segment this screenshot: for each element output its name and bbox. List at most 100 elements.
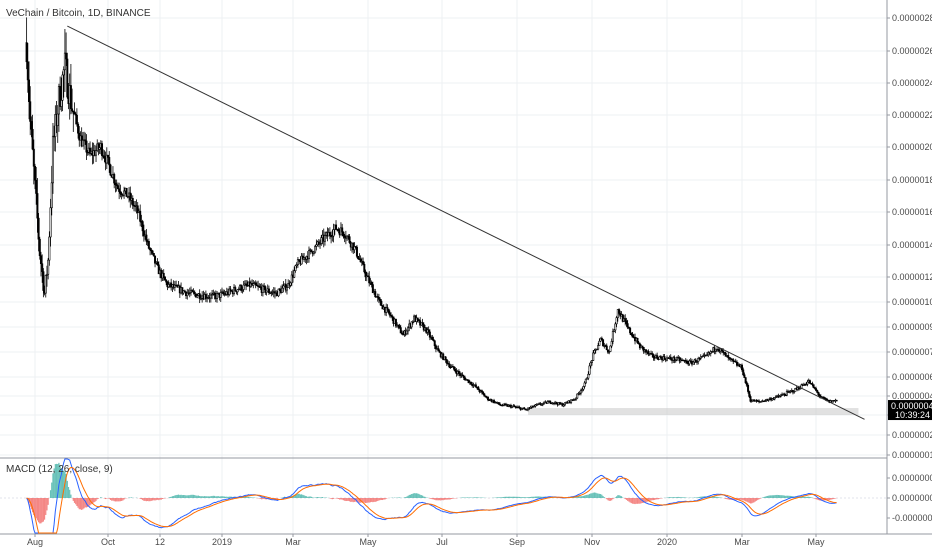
candle-body	[453, 366, 456, 370]
candle-body	[417, 319, 420, 321]
candle-body	[563, 402, 566, 406]
candle-body	[48, 236, 51, 261]
candle-body	[559, 402, 562, 405]
candle-body	[625, 320, 628, 324]
price-tick-label: 0.00000090	[892, 322, 932, 332]
candle-body	[587, 373, 590, 379]
candle-body	[165, 279, 168, 283]
candle-body	[483, 393, 486, 397]
candle-body	[259, 286, 262, 288]
support-zone-rect[interactable]	[528, 408, 859, 415]
time-tick-label: Jul	[436, 537, 448, 547]
candle-body	[549, 400, 552, 404]
candle-body	[386, 307, 389, 310]
candle-body	[674, 359, 677, 362]
candle-body	[788, 391, 791, 393]
candle-body	[229, 288, 232, 292]
candle-body	[422, 324, 425, 331]
candle-body	[181, 287, 184, 294]
candle-body	[75, 114, 78, 125]
candle-body	[651, 353, 654, 355]
candle-body	[636, 337, 639, 344]
time-tick-label: 2020	[657, 537, 677, 547]
candle-body	[463, 377, 466, 381]
candle-body	[186, 292, 189, 297]
price-tick-label: 0.00000120	[892, 272, 932, 282]
candle-body	[323, 235, 326, 242]
candle-body	[95, 150, 98, 156]
candle-body	[562, 404, 565, 407]
candle-body	[699, 356, 702, 359]
candle-body	[35, 179, 38, 194]
candle-body	[246, 285, 249, 287]
price-tick-label: 0.00000024	[892, 430, 932, 440]
time-tick-label: Mar	[734, 537, 750, 547]
candle-body	[150, 249, 153, 252]
candle-body	[627, 326, 630, 329]
candle-body	[493, 400, 496, 403]
candle-body	[30, 121, 33, 130]
candle-body	[72, 110, 75, 113]
candle-body	[624, 318, 627, 322]
candle-body	[652, 354, 655, 358]
trendline[interactable]	[67, 25, 865, 420]
candle-body	[31, 128, 34, 150]
candle-body	[385, 307, 388, 313]
candle-body	[228, 288, 231, 295]
candle-body	[77, 123, 80, 134]
candle-body	[154, 255, 157, 264]
candle-body	[710, 351, 713, 353]
macd-title: MACD (12, 26, close, 9)	[6, 464, 113, 475]
candle-body	[474, 384, 477, 388]
candle-body	[428, 331, 431, 338]
candle-body	[298, 259, 301, 262]
candle-body	[685, 360, 688, 364]
candle-body	[267, 288, 270, 294]
candle-body	[743, 374, 746, 378]
candle-body	[377, 297, 380, 300]
candle-body	[695, 361, 698, 363]
candle-body	[71, 108, 74, 112]
candle-body	[62, 69, 65, 76]
candle-body	[101, 143, 104, 156]
symbol-title: VeChain / Bitcoin, 1D, BINANCE	[6, 8, 151, 19]
candle-body	[342, 231, 345, 237]
candle-body	[105, 154, 108, 164]
candle-body	[353, 246, 356, 251]
candle-body	[444, 356, 447, 361]
candle-body	[727, 355, 730, 358]
candle-body	[388, 312, 391, 316]
candle-body	[151, 250, 154, 254]
candle-body	[799, 388, 802, 390]
candle-body	[355, 246, 358, 257]
candle-body	[581, 389, 584, 391]
trendline-line[interactable]	[67, 25, 865, 420]
candle-body	[376, 296, 379, 298]
price-tick-label: 0.00000240	[892, 78, 932, 88]
candle-body	[411, 321, 414, 323]
candle-body	[579, 390, 582, 394]
candle-body	[724, 352, 727, 357]
candle-body	[432, 339, 435, 342]
candle-body	[315, 244, 318, 247]
candle-body	[341, 227, 344, 233]
candle-body	[631, 334, 634, 338]
candle-body	[192, 291, 195, 293]
time-tick-label: Aug	[27, 537, 43, 547]
candle-body	[700, 356, 703, 358]
candle-body	[399, 327, 402, 334]
time-tick-label: May	[807, 537, 825, 547]
candle-body	[167, 284, 170, 288]
candle-body	[74, 113, 77, 116]
candle-body	[405, 330, 408, 335]
candle-body	[813, 387, 816, 389]
candle-body	[748, 391, 751, 397]
candle-body	[277, 288, 280, 297]
candle-body	[69, 85, 72, 110]
grid	[0, 0, 887, 534]
candle-body	[314, 246, 317, 253]
candle-body	[817, 392, 820, 396]
candle-body	[156, 261, 159, 266]
candle-body	[431, 336, 434, 340]
